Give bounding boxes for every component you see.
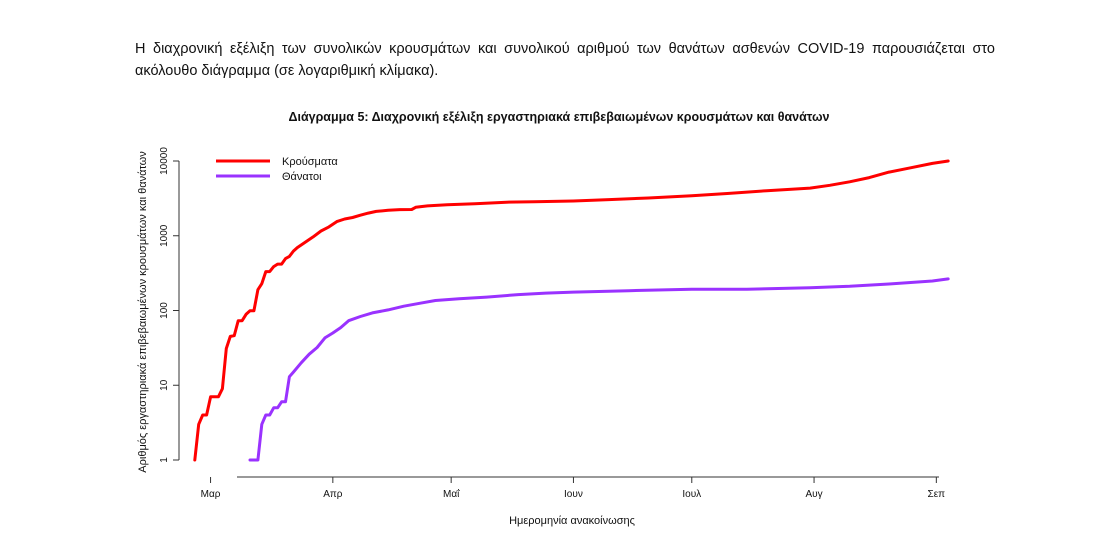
x-tick-label: Ιουλ [682,489,701,500]
y-tick-label: 10000 [159,147,170,175]
x-tick-label: Μαρ [201,489,221,500]
series-line-deaths [248,277,950,462]
chart-legend: Κρούσματα Θάνατοι [216,156,338,183]
x-tick-label: Αυγ [805,489,822,500]
y-axis-title: Αριθμός εργαστηριακά επιβεβαιωμένων κρου… [137,151,149,473]
legend-label: Κρούσματα [282,156,338,168]
x-axis-title: Ημερομηνία ανακοίνωσης [509,515,635,527]
y-tick-label: 1000 [159,224,170,247]
legend-label: Θάνατοι [282,171,322,183]
y-tick-label: 1 [159,457,170,463]
series-line-cases [193,159,950,462]
x-tick-label: Απρ [323,489,343,500]
y-tick-label: 10 [159,379,170,391]
intro-paragraph: Η διαχρονική εξέλιξη των συνολικών κρουσ… [135,41,995,79]
x-tick-label: Μαΐ [443,488,460,500]
chart-title: Διάγραμμα 5: Διαχρονική εξέλιξη εργαστηρ… [288,110,830,124]
x-tick-label: Ιουν [564,489,583,500]
x-tick-label: Σεπ [928,489,946,500]
y-tick-label: 100 [159,302,170,319]
